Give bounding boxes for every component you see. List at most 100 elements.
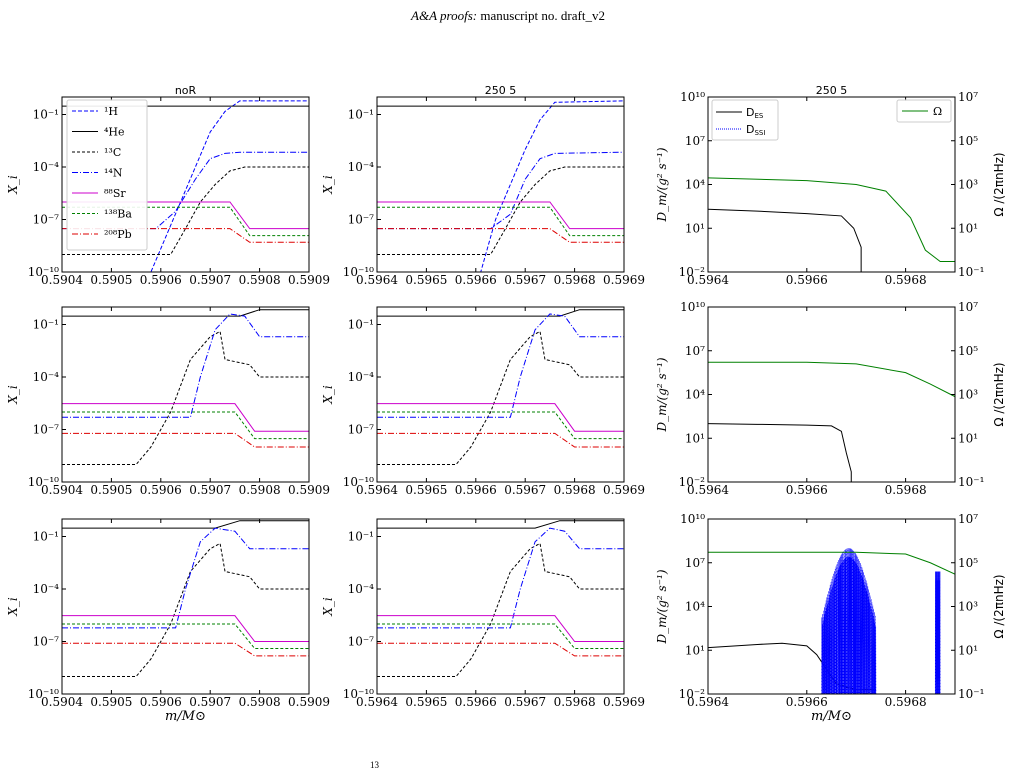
series-line — [62, 151, 309, 230]
panel-row3-col3: 0.5964 0.5966 0.5968 10⁻² 10¹ 10⁴ 10⁷ 10¹⁰ 10⁻¹ 1… — [655, 512, 1006, 724]
x-tick-label: 0.5905 — [90, 483, 132, 497]
x-tick-label: 0.5966 — [786, 273, 828, 287]
y-tick-label: 10⁻¹⁰ — [28, 475, 59, 489]
legend-label-sub: SSI — [754, 129, 765, 137]
series-line — [62, 309, 309, 317]
y2-tick-label: 10⁵ — [958, 556, 978, 570]
y-axis-label: X_i — [321, 175, 335, 195]
panel-row1-col3: 0.5964 0.5966 0.5968 10⁻² 10¹ 10⁴ 10⁷ 10¹⁰ 10⁻¹ 1… — [655, 84, 1006, 287]
legend-label: ¹³C — [104, 146, 121, 159]
panel-row3-col2: 0.5964 0.5965 0.5966 0.5967 0.5968 0.5969 10⁻¹… — [321, 518, 645, 709]
series-line — [62, 615, 309, 642]
x-tick-label: 0.5906 — [140, 695, 182, 709]
series-group — [708, 361, 955, 482]
x-tick-label: 0.5904 — [41, 483, 83, 497]
x-tick-label: 0.5969 — [603, 695, 645, 709]
y-axis-label: X_i — [321, 385, 335, 405]
y-tick-label: 10⁻¹ — [348, 108, 374, 122]
y2-tick-label: 10⁷ — [958, 512, 978, 526]
legend-box — [711, 99, 779, 141]
y-tick-label: 10⁻¹⁰ — [28, 265, 59, 279]
series-line — [62, 330, 309, 465]
y-tick-label: 10⁻¹⁰ — [343, 687, 374, 701]
y2-tick-label: 10³ — [958, 388, 978, 402]
series-line — [377, 527, 624, 629]
y-axis-label: X_i — [6, 385, 20, 405]
series-line — [62, 542, 309, 677]
x-tick-label: 0.5966 — [455, 483, 497, 497]
y-tick-label: 10⁴ — [685, 178, 705, 192]
manuscript-label: manuscript no. draft_v2 — [480, 8, 605, 23]
y2-axis-label: Ω /(2πnHz) — [992, 152, 1006, 216]
x-axis-label: m/M⊙ — [165, 709, 206, 724]
x-tick-label: 0.5968 — [885, 695, 927, 709]
series-line — [377, 403, 624, 432]
x-tick-label: 0.5967 — [504, 695, 546, 709]
x-tick-label: 0.5905 — [90, 273, 132, 287]
series-line — [708, 361, 955, 398]
y2-axis-label: Ω /(2πnHz) — [992, 362, 1006, 426]
series-line — [377, 206, 624, 237]
x-tick-label: 0.5965 — [405, 695, 447, 709]
y2-tick-label: 10¹ — [958, 643, 978, 657]
panel-row3-col1: 0.5904 0.5905 0.5906 0.5907 0.5908 0.5909 10⁻¹… — [6, 518, 330, 724]
legend-label: ¹³⁸Ba — [104, 208, 132, 221]
series-line — [377, 313, 624, 418]
y-tick-label: 10⁻⁴ — [348, 370, 375, 384]
x-tick-label: 0.5969 — [603, 483, 645, 497]
series-line — [377, 542, 624, 677]
x-tick-label: 0.5907 — [189, 695, 231, 709]
x-tick-label: 0.5966 — [455, 695, 497, 709]
panel-row2-col2: 0.5964 0.5965 0.5966 0.5967 0.5968 0.5969 10⁻¹… — [321, 306, 645, 497]
series-line — [62, 432, 309, 448]
y-tick-label: 10⁴ — [685, 388, 705, 402]
y-tick-label: 10⁻⁴ — [348, 160, 375, 174]
y-axis-label: X_i — [6, 175, 20, 195]
y-tick-label: 10⁻¹⁰ — [28, 687, 59, 701]
x-tick-label: 0.5964 — [687, 695, 729, 709]
y2-tick-label: 10¹ — [958, 221, 978, 235]
y2-axis-label: Ω /(2πnHz) — [992, 574, 1006, 638]
y-tick-label: 10⁻⁴ — [33, 370, 60, 384]
x-tick-label: 0.5967 — [504, 483, 546, 497]
series-group — [708, 548, 955, 694]
y-tick-label: 10¹ — [685, 643, 705, 657]
series-line — [377, 432, 624, 448]
x-axis-label: m/M⊙ — [811, 709, 852, 724]
y-axis-label: D_m/(g² s⁻¹) — [655, 357, 669, 432]
y-axis-label: X_i — [6, 597, 20, 617]
x-tick-label: 0.5904 — [41, 273, 83, 287]
y-tick-label: 10⁻¹ — [33, 530, 59, 544]
x-tick-label: 0.5909 — [288, 483, 330, 497]
y-tick-label: 10¹ — [685, 221, 705, 235]
panel-row2-col3: 0.5964 0.5966 0.5968 10⁻² 10¹ 10⁴ 10⁷ 10¹⁰ 10⁻¹ 1… — [655, 300, 1006, 497]
series-group — [377, 520, 624, 677]
series-line — [62, 623, 309, 649]
legend-label: ⁴He — [104, 126, 125, 139]
series-group — [708, 177, 955, 272]
y-tick-label: 10⁻¹ — [348, 530, 374, 544]
x-tick-label: 0.5905 — [90, 695, 132, 709]
series-line — [708, 551, 955, 575]
x-tick-label: 0.5964 — [687, 483, 729, 497]
plot-frame — [61, 96, 310, 273]
journal-name: A&A proofs: — [411, 8, 478, 23]
x-tick-label: 0.5908 — [239, 483, 281, 497]
series-line — [708, 177, 955, 263]
legend-label: ¹⁴N — [104, 167, 123, 180]
legend-label: ²⁰⁸Pb — [104, 228, 132, 241]
y-tick-label: 10⁻¹⁰ — [343, 265, 374, 279]
legend-label: ¹H — [104, 105, 118, 118]
y2-tick-label: 10³ — [958, 178, 978, 192]
page-header: A&A proofs: manuscript no. draft_v2 — [0, 8, 1016, 24]
x-tick-label: 0.5909 — [288, 273, 330, 287]
plot-frame — [376, 518, 625, 695]
page-number: 13 — [370, 760, 379, 770]
y-tick-label: 10⁷ — [685, 556, 705, 570]
y-tick-label: 10⁷ — [685, 344, 705, 358]
series-line — [708, 208, 862, 272]
legend-label-sub: ES — [754, 112, 763, 120]
y-tick-label: 10¹⁰ — [680, 512, 705, 526]
